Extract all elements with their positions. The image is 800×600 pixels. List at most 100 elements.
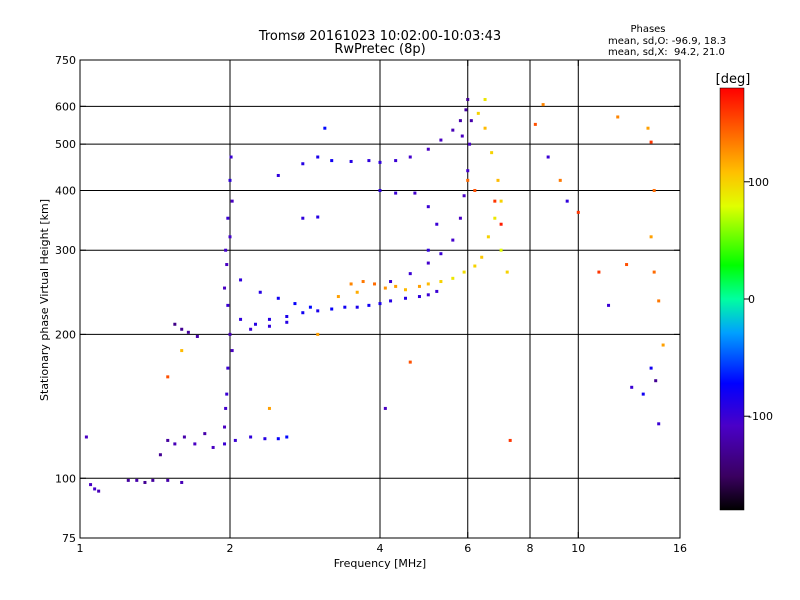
data-point xyxy=(224,248,228,252)
data-point xyxy=(135,478,139,482)
data-point xyxy=(496,178,500,182)
data-point xyxy=(483,126,487,130)
data-point xyxy=(408,360,412,364)
data-point xyxy=(349,282,353,286)
data-point xyxy=(439,138,443,142)
data-point xyxy=(451,276,455,280)
data-point xyxy=(253,322,257,326)
data-point xyxy=(468,142,472,146)
data-point xyxy=(97,489,101,493)
data-point xyxy=(367,303,371,307)
data-point xyxy=(249,327,253,331)
data-point xyxy=(285,320,289,324)
data-point xyxy=(654,379,658,383)
data-point xyxy=(182,435,186,439)
data-point xyxy=(426,205,430,209)
data-point xyxy=(480,255,484,259)
data-point xyxy=(316,155,320,159)
data-point xyxy=(378,188,382,192)
data-point xyxy=(499,222,503,226)
axes: 1 2 4 6 8 10 16 75 100 200 300 400 500 600 750 xyxy=(55,54,687,555)
data-point xyxy=(546,155,550,159)
data-point xyxy=(426,248,430,252)
x-tick-label: 16 xyxy=(673,542,687,555)
data-point xyxy=(229,155,233,159)
data-point xyxy=(249,435,253,439)
x-axis-label: Frequency [MHz] xyxy=(334,557,426,570)
data-point xyxy=(226,216,230,220)
colorbar-tick-label: -100 xyxy=(748,410,773,423)
data-point xyxy=(652,270,656,274)
data-point xyxy=(408,155,412,159)
data-point xyxy=(84,435,88,439)
data-point xyxy=(641,392,645,396)
data-point xyxy=(308,305,312,309)
data-point xyxy=(649,235,653,239)
data-point xyxy=(389,299,393,303)
data-point xyxy=(616,115,620,119)
data-point xyxy=(239,278,243,282)
info-line-x: mean, sd,X: 94.2, 21.0 xyxy=(608,47,725,58)
data-point xyxy=(476,111,480,115)
data-point xyxy=(180,327,184,331)
y-tick-label: 100 xyxy=(55,472,76,485)
x-tick-label: 1 xyxy=(77,542,84,555)
data-point xyxy=(349,159,353,163)
data-point xyxy=(230,349,234,353)
data-point xyxy=(367,159,371,163)
data-point xyxy=(267,317,271,321)
data-point xyxy=(355,290,359,294)
data-point xyxy=(361,280,365,284)
data-point xyxy=(439,252,443,256)
x-tick-label: 6 xyxy=(464,542,471,555)
data-point xyxy=(228,178,232,182)
data-point xyxy=(267,324,271,328)
data-point xyxy=(316,332,320,336)
info-line-o: mean, sd,O: -96.9, 18.3 xyxy=(608,36,726,47)
data-point xyxy=(413,191,417,195)
data-point xyxy=(394,284,398,288)
data-point xyxy=(203,432,207,436)
data-point xyxy=(565,199,569,203)
data-point xyxy=(378,302,382,306)
data-point xyxy=(378,160,382,164)
data-point xyxy=(462,194,466,198)
data-point xyxy=(173,442,177,446)
x-tick-label: 8 xyxy=(527,542,534,555)
data-point xyxy=(508,438,512,442)
data-point xyxy=(330,307,334,311)
data-point xyxy=(657,299,661,303)
data-point xyxy=(323,126,327,130)
data-point xyxy=(355,305,359,309)
data-point xyxy=(458,216,462,220)
data-point xyxy=(166,438,170,442)
data-point xyxy=(173,322,177,326)
data-point xyxy=(652,188,656,192)
y-axis-label: Stationary phase Virtual Height [km] xyxy=(38,199,51,401)
data-point xyxy=(233,438,237,442)
data-point xyxy=(193,442,197,446)
data-point xyxy=(466,178,470,182)
data-point xyxy=(276,173,280,177)
data-point xyxy=(435,222,439,226)
data-point xyxy=(458,119,462,123)
y-tick-label: 500 xyxy=(55,138,76,151)
grid xyxy=(80,60,680,538)
data-point xyxy=(293,302,297,306)
chart-subtitle: RwPretec (8p) xyxy=(334,42,425,57)
data-point xyxy=(630,385,634,389)
colorbar-tick-label: 0 xyxy=(748,293,755,306)
y-tick-label: 75 xyxy=(62,532,76,545)
data-point xyxy=(276,296,280,300)
data-point xyxy=(226,366,230,370)
data-point xyxy=(285,314,289,318)
data-point xyxy=(301,311,305,315)
y-tick-label: 300 xyxy=(55,244,76,257)
chart-title: Tromsø 20161023 10:02:00-10:03:43 xyxy=(258,29,501,44)
data-points xyxy=(84,98,665,493)
colorbar xyxy=(719,87,745,511)
y-tick-label: 750 xyxy=(55,54,76,67)
data-point xyxy=(263,437,267,441)
data-point xyxy=(180,480,184,484)
data-point xyxy=(426,282,430,286)
